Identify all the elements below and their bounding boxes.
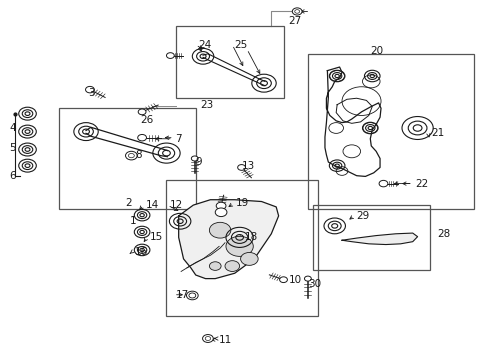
Text: 14: 14	[146, 200, 159, 210]
Bar	[166, 180, 317, 316]
Circle shape	[292, 8, 302, 15]
Text: 18: 18	[244, 232, 257, 242]
Bar	[176, 26, 283, 98]
Circle shape	[225, 236, 253, 256]
Polygon shape	[341, 233, 417, 244]
Circle shape	[279, 277, 287, 283]
Circle shape	[138, 134, 146, 141]
Circle shape	[188, 293, 195, 298]
Circle shape	[202, 334, 213, 342]
Circle shape	[224, 261, 239, 271]
Text: 16: 16	[135, 247, 148, 257]
Text: 24: 24	[198, 40, 211, 50]
Text: 1: 1	[130, 216, 136, 226]
Text: 15: 15	[149, 232, 163, 242]
Text: 28: 28	[436, 229, 449, 239]
Circle shape	[186, 291, 198, 300]
Text: 9: 9	[195, 157, 202, 167]
Circle shape	[189, 293, 195, 298]
Text: 5: 5	[9, 143, 16, 153]
Circle shape	[125, 151, 137, 160]
Circle shape	[294, 10, 299, 13]
Circle shape	[215, 208, 226, 217]
Text: 4: 4	[9, 123, 16, 133]
Circle shape	[237, 165, 245, 170]
Text: 13: 13	[241, 161, 254, 171]
Bar	[312, 205, 429, 270]
Text: 17: 17	[176, 290, 189, 300]
Circle shape	[166, 53, 174, 58]
Circle shape	[304, 276, 311, 281]
Polygon shape	[178, 200, 278, 279]
Circle shape	[216, 202, 225, 210]
Circle shape	[378, 180, 387, 187]
Circle shape	[191, 156, 198, 161]
Circle shape	[240, 252, 258, 265]
Text: 25: 25	[234, 40, 247, 50]
Text: 29: 29	[356, 211, 369, 221]
Text: 7: 7	[175, 134, 182, 144]
Text: 21: 21	[430, 129, 443, 138]
Text: 8: 8	[135, 150, 141, 160]
Text: 22: 22	[414, 179, 427, 189]
Text: 20: 20	[369, 46, 383, 56]
Circle shape	[209, 222, 230, 238]
Circle shape	[138, 109, 146, 115]
Text: 23: 23	[200, 100, 213, 110]
Circle shape	[128, 153, 134, 158]
Circle shape	[85, 86, 94, 93]
Text: 19: 19	[236, 198, 249, 208]
Bar	[307, 54, 473, 209]
Text: 2: 2	[125, 198, 131, 208]
Text: 11: 11	[219, 334, 232, 345]
Circle shape	[205, 337, 210, 341]
Text: 10: 10	[288, 275, 301, 285]
Text: 26: 26	[141, 115, 154, 125]
Text: 12: 12	[169, 200, 183, 210]
Bar	[59, 108, 195, 209]
Text: 6: 6	[9, 171, 16, 181]
Text: 27: 27	[288, 17, 301, 27]
Circle shape	[209, 262, 221, 270]
Text: 30: 30	[307, 279, 320, 289]
Text: 3: 3	[88, 88, 95, 98]
